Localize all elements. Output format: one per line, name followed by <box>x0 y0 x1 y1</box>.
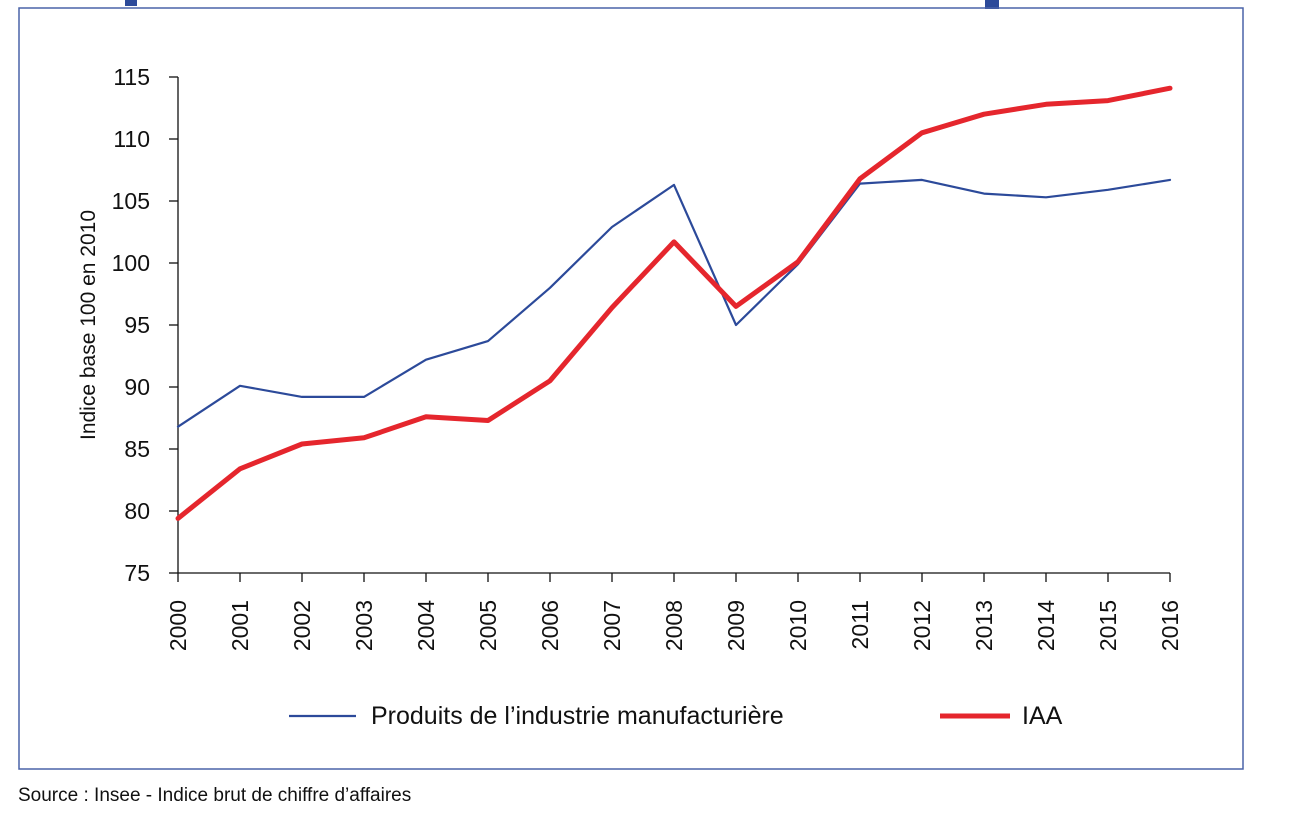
header-fragment-left <box>125 0 137 6</box>
x-tick-label: 2013 <box>971 600 997 651</box>
y-axis-title: Indice base 100 en 2010 <box>77 210 100 440</box>
header-strip <box>0 0 1290 5</box>
x-tick-label: 2006 <box>537 600 563 651</box>
y-tick-label: 105 <box>112 188 150 214</box>
x-tick-label: 2005 <box>475 600 501 651</box>
x-tick-label: 2010 <box>785 600 811 651</box>
x-tick-label: 2002 <box>289 600 315 651</box>
x-tick-label: 2015 <box>1095 600 1121 651</box>
y-tick-label: 90 <box>124 374 150 400</box>
x-tick-label: 2003 <box>351 600 377 651</box>
axes: 75 80 85 90 95 100 105 110 115 2000 2001 2002 2003 20… <box>112 64 1183 651</box>
y-tick-label: 80 <box>124 498 150 524</box>
series-line-iaa <box>175 85 1173 521</box>
x-tick-label: 2007 <box>599 600 625 651</box>
legend: Produits de l’industrie manufacturière IA… <box>289 702 1063 730</box>
x-tick-label: 2016 <box>1157 600 1183 651</box>
legend-label: Produits de l’industrie manufacturière <box>371 702 784 730</box>
x-tick-label: 2009 <box>723 600 749 651</box>
x-tick-label: 2014 <box>1033 600 1059 651</box>
y-tick-label: 75 <box>124 560 150 586</box>
x-tick-label: 2008 <box>661 600 687 651</box>
legend-label: IAA <box>1022 702 1063 730</box>
x-tick-label: 2012 <box>909 600 935 651</box>
x-tick-label: 2004 <box>413 600 439 651</box>
y-tick-label: 110 <box>113 126 150 152</box>
y-tick-label: 95 <box>124 312 150 338</box>
y-tick-label: 85 <box>124 436 150 462</box>
x-tick-label: 2000 <box>165 600 191 651</box>
series-line-manufacturing <box>176 178 1172 428</box>
x-tick-label: 2001 <box>227 600 253 651</box>
x-tick-label: 2011 <box>847 600 873 649</box>
y-tick-label: 115 <box>113 64 150 90</box>
source-note: Source : Insee - Indice brut de chiffre … <box>18 785 411 806</box>
header-fragment-right <box>985 0 999 9</box>
series-layer <box>175 85 1173 521</box>
chart-frame <box>18 7 1244 770</box>
y-tick-label: 100 <box>112 250 150 276</box>
